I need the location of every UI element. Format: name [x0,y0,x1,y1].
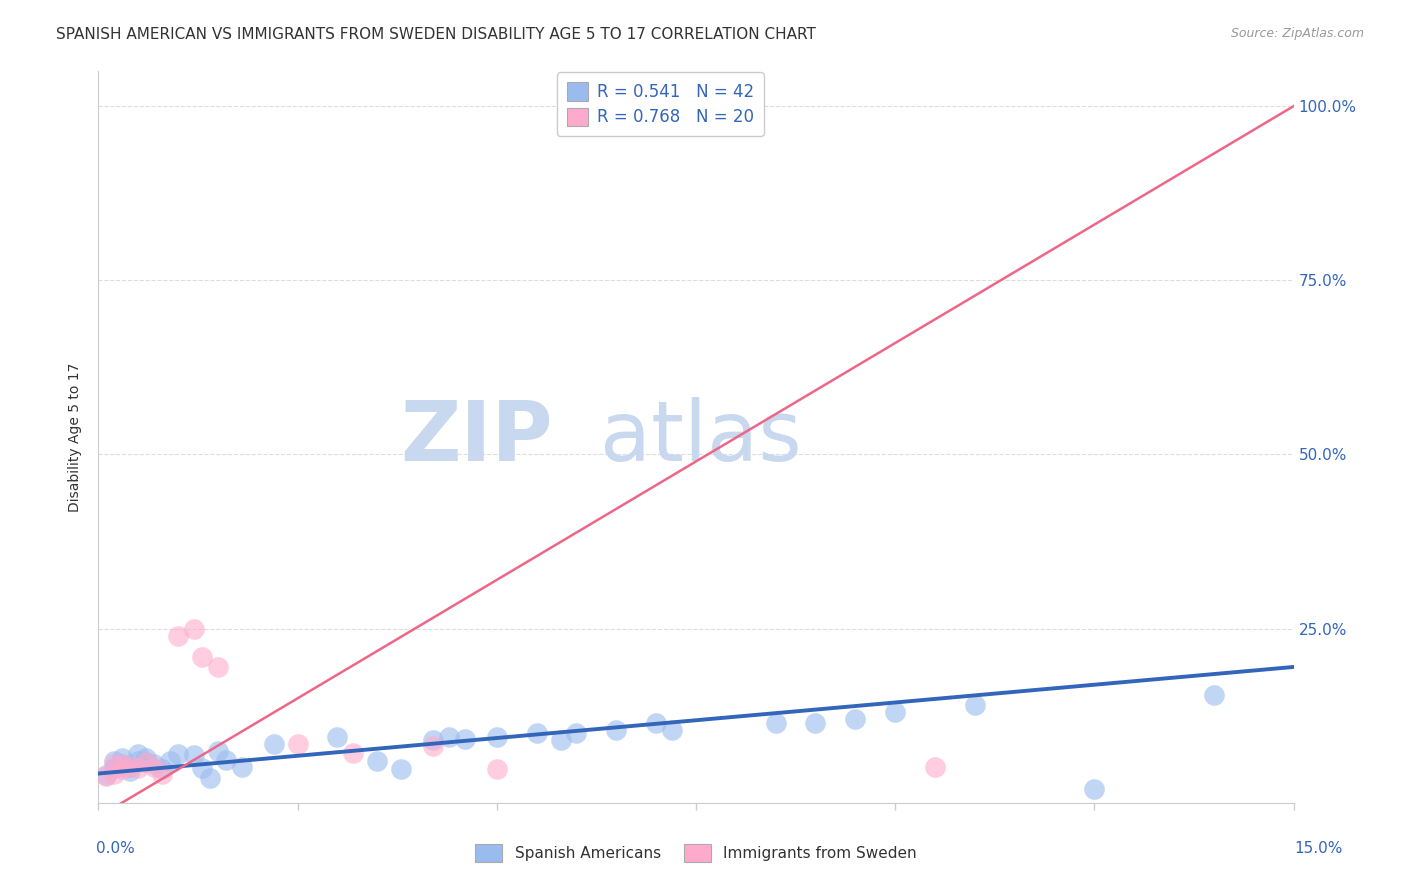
Point [215,753,238,767]
Point [231,759,253,773]
Point [96,769,118,783]
Point [389,763,412,777]
Point [645,715,668,730]
Text: Source: ZipAtlas.com: Source: ZipAtlas.com [1230,27,1364,40]
Point [143,759,166,773]
Point [120,764,142,779]
Point [167,747,190,761]
Point [550,733,572,747]
Point [191,761,214,775]
Text: ZIP: ZIP [401,397,553,477]
Point [183,622,205,636]
Point [526,726,548,740]
Point [485,730,508,744]
Point [127,754,149,768]
Text: SPANISH AMERICAN VS IMMIGRANTS FROM SWEDEN DISABILITY AGE 5 TO 17 CORRELATION CH: SPANISH AMERICAN VS IMMIGRANTS FROM SWED… [56,27,815,42]
Point [628,99,651,113]
Point [103,761,125,775]
Point [183,748,205,763]
Point [454,731,477,746]
Point [605,723,627,737]
Point [884,705,907,719]
Point [804,715,827,730]
Point [143,757,166,772]
Point [422,739,444,753]
Legend: Spanish Americans, Immigrants from Sweden: Spanish Americans, Immigrants from Swede… [468,838,924,868]
Point [198,772,221,786]
Y-axis label: Disability Age 5 to 17: Disability Age 5 to 17 [69,362,83,512]
Point [437,730,460,744]
Point [96,768,118,782]
Point [342,746,364,760]
Text: 0.0%: 0.0% [96,841,135,856]
Point [765,715,787,730]
Point [326,730,349,744]
Point [111,750,134,764]
Point [1202,688,1225,702]
Point [103,757,125,772]
Point [207,660,229,674]
Text: 15.0%: 15.0% [1295,841,1343,856]
Text: atlas: atlas [600,397,801,477]
Point [167,629,190,643]
Point [844,712,866,726]
Point [963,698,986,713]
Point [127,747,149,761]
Point [103,754,125,768]
Point [111,757,134,772]
Point [135,750,157,764]
Point [287,737,309,751]
Point [159,754,181,768]
Point [135,756,157,770]
Point [422,733,444,747]
Point [366,754,388,768]
Point [191,649,214,664]
Point [1083,781,1105,796]
Point [263,737,285,751]
Point [135,756,157,770]
Point [120,759,142,773]
Point [150,763,173,777]
Point [485,763,508,777]
Point [127,761,149,775]
Point [150,766,173,780]
Point [924,759,946,773]
Point [111,757,134,772]
Point [103,766,125,780]
Point [661,723,683,737]
Point [565,726,588,740]
Point [111,763,134,777]
Point [120,759,142,773]
Point [207,743,229,757]
